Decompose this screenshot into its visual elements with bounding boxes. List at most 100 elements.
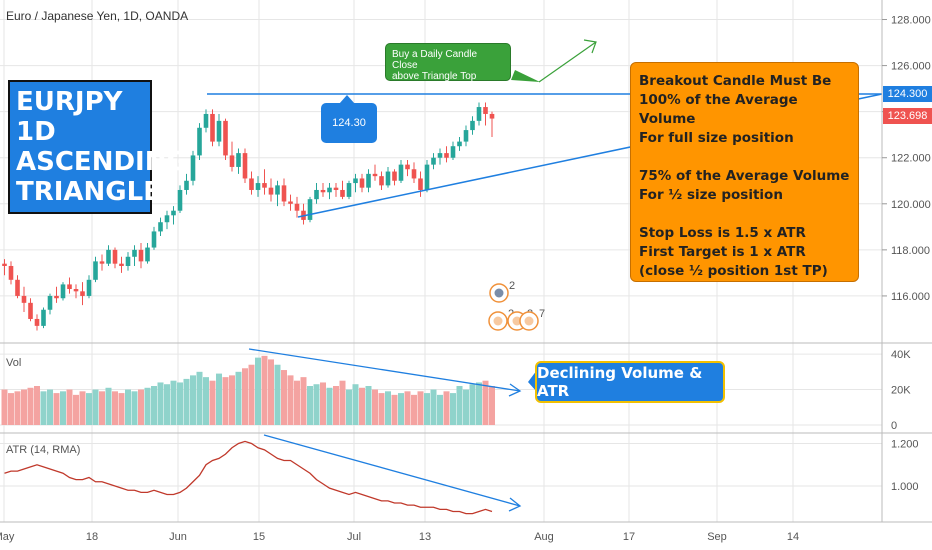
candle-body [73,289,79,292]
volume-bar [339,380,346,425]
pattern-title-line-3: TRIANGLE [16,177,161,207]
candle-body [171,210,176,216]
candle-body [262,183,267,188]
candle-body [21,295,27,303]
candle-body [411,169,417,179]
candle-body [138,249,144,262]
volume-bar [183,378,190,425]
price-tick-label: 116.000 [891,291,930,303]
event-marker[interactable]: 7 [519,308,545,331]
candle-body [15,279,20,296]
volume-bar [222,377,229,425]
note-1-line-1: Breakout Candle Must Be [639,73,832,89]
volume-bar [151,386,157,425]
candle-body [47,295,53,310]
volume-bar [404,391,411,425]
symbol-title: Euro / Japanese Yen, 1D, OANDA [6,9,189,23]
volume-bar [138,389,144,425]
candle-body [67,284,72,290]
candle-body [398,164,404,181]
volume-bar [476,382,482,425]
atr-trendline [263,434,521,507]
volume-bar [320,382,326,425]
candle-body [353,178,358,184]
blue-callout-pointer [339,95,355,104]
candle-body [119,263,124,266]
note-2-line-2: For ½ size position [639,187,783,203]
x-tick-label: 17 [623,531,635,543]
event-marker[interactable]: 2 [489,280,515,303]
candle-body [86,279,92,296]
strategy-notes[interactable]: Breakout Candle Must Be 100% of the Aver… [630,62,859,282]
x-tick-label: 13 [419,531,431,543]
price-tick-label: 122.000 [891,153,931,165]
volume-bar [261,355,268,425]
candle-body [379,176,384,186]
atr-tick-label: 1.200 [891,439,919,451]
price-tick-label: 120.000 [891,199,931,211]
volume-bar [248,364,255,425]
volume-bar [21,389,27,425]
candle-body [268,187,274,195]
volume-bar [378,393,385,425]
volume-bar [372,389,378,425]
candle-body [392,171,397,181]
buy-rule-callout[interactable]: Buy a Daily Candle Close above Triangle … [385,43,511,82]
candle-body [307,199,313,220]
level-callout[interactable]: 124.30 [321,103,377,143]
volume-bar [307,386,313,425]
pattern-title-line-1: EURJPY 1D [16,87,123,147]
candle-body [346,183,352,197]
volume-bar [99,391,105,425]
breakout-arrow-head [583,39,597,54]
note-3-line-1: Stop Loss is 1.5 x ATR [639,225,806,241]
volume-atr-callout[interactable]: Declining Volume & ATR [535,361,725,403]
volume-bar [281,370,287,425]
candle-body [483,107,488,114]
breakout-arrow-line [538,41,597,83]
candle-body [288,201,293,204]
candle-body [437,153,443,158]
candle-body [60,284,66,299]
candle-body [327,187,332,193]
volume-bar [411,394,417,425]
volume-series [1,355,495,425]
note-3-line-3: (close ½ position 1st TP) [639,263,828,279]
volume-bar [79,391,86,425]
candle-body [444,153,449,158]
volume-bar [313,384,320,425]
candle-body [275,185,280,195]
volume-bar [53,393,60,425]
volume-bar [365,386,372,425]
candle-body [476,107,482,121]
candle-body [158,222,163,232]
candlestick-series [2,102,495,331]
atr-pane-label: ATR (14, RMA) [6,444,81,456]
candle-body [145,247,150,262]
volume-bar [268,359,274,425]
event-marker-count: 2 [509,280,515,292]
volume-bar [196,371,203,425]
candle-body [320,189,326,193]
note-2-line-1: 75% of the Average Volume [639,168,850,184]
volume-bar [112,391,118,425]
buy-rule-line-2: above Triangle Top [392,71,477,82]
atr-arrow-head [508,497,522,512]
event-markers[interactable]: 2287 [488,280,545,331]
candle-body [190,155,196,181]
volume-bar [144,387,151,425]
volume-bar [27,387,34,425]
volume-bar [450,393,456,425]
candle-body [106,249,111,264]
volume-bar [346,389,352,425]
candle-body [242,153,248,179]
candle-body [41,309,46,326]
volume-bar [352,384,359,425]
volume-bar [469,384,476,425]
volume-bar [170,380,177,425]
volume-bar [105,387,112,425]
vol-callout-pointer [528,370,537,392]
candle-body [28,302,33,319]
